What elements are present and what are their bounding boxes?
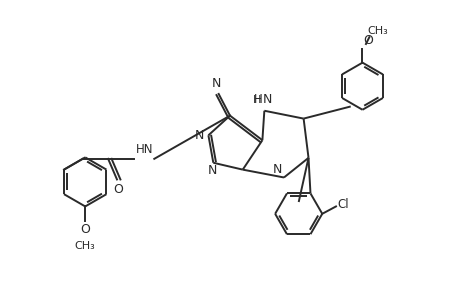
Text: N: N bbox=[272, 163, 281, 176]
Text: CH₃: CH₃ bbox=[367, 26, 387, 36]
Text: O: O bbox=[80, 223, 90, 236]
Text: HN: HN bbox=[135, 143, 153, 156]
Text: O: O bbox=[113, 183, 123, 196]
Text: H: H bbox=[253, 93, 262, 106]
Text: CH₃: CH₃ bbox=[75, 241, 95, 251]
Text: H: H bbox=[252, 95, 261, 105]
Text: N: N bbox=[195, 129, 204, 142]
Text: N: N bbox=[262, 93, 271, 106]
Text: O: O bbox=[363, 34, 373, 47]
Text: N: N bbox=[207, 164, 217, 177]
Text: Cl: Cl bbox=[336, 199, 348, 212]
Text: N: N bbox=[212, 77, 221, 90]
